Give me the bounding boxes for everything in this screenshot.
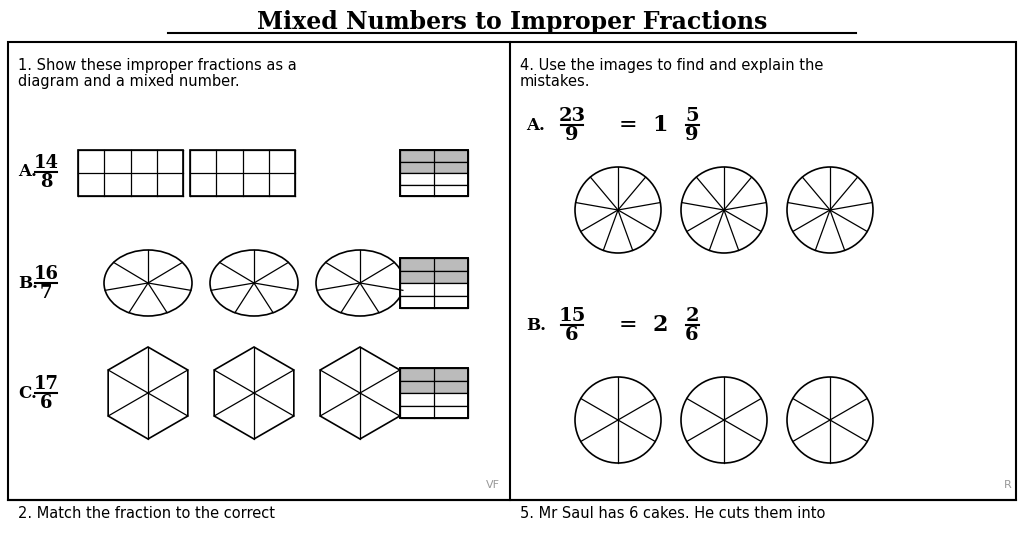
Circle shape	[787, 167, 873, 253]
Bar	[400, 150, 468, 196]
Text: 7: 7	[40, 284, 52, 302]
Ellipse shape	[210, 250, 298, 316]
Text: 2. Match the fraction to the correct: 2. Match the fraction to the correct	[18, 506, 275, 521]
Text: 4. Use the images to find and explain the: 4. Use the images to find and explain th…	[520, 58, 823, 73]
Text: 6: 6	[685, 326, 698, 344]
Bar	[400, 185, 468, 196]
Text: 1: 1	[652, 114, 668, 136]
Text: C.: C.	[18, 385, 37, 401]
Bar	[400, 162, 468, 173]
Text: 5. Mr Saul has 6 cakes. He cuts them into: 5. Mr Saul has 6 cakes. He cuts them int…	[520, 506, 825, 521]
Bar	[8, 42, 1016, 500]
Bar	[400, 271, 468, 283]
Circle shape	[575, 167, 662, 253]
Text: 6: 6	[40, 394, 52, 412]
Circle shape	[681, 167, 767, 253]
Text: =: =	[618, 114, 637, 136]
Ellipse shape	[104, 250, 193, 316]
Text: R: R	[1005, 480, 1012, 490]
Text: 9: 9	[685, 126, 698, 144]
Text: =: =	[618, 314, 637, 336]
Text: Mixed Numbers to Improper Fractions: Mixed Numbers to Improper Fractions	[257, 10, 767, 34]
Bar	[190, 150, 295, 196]
Ellipse shape	[316, 250, 404, 316]
Circle shape	[575, 377, 662, 463]
Bar	[400, 393, 468, 406]
Circle shape	[787, 377, 873, 463]
Text: 17: 17	[34, 375, 58, 393]
Text: 8: 8	[40, 173, 52, 191]
Bar	[400, 380, 468, 393]
Polygon shape	[321, 347, 399, 439]
Bar	[78, 150, 183, 196]
Text: 9: 9	[565, 126, 579, 144]
Bar	[400, 406, 468, 418]
Text: mistakes.: mistakes.	[520, 74, 591, 89]
Bar	[400, 295, 468, 308]
Text: A.: A.	[526, 117, 545, 134]
Bar	[400, 258, 468, 271]
Text: 6: 6	[565, 326, 579, 344]
Bar	[400, 368, 468, 380]
Text: 1. Show these improper fractions as a: 1. Show these improper fractions as a	[18, 58, 297, 73]
Text: 16: 16	[34, 265, 58, 283]
Text: 15: 15	[558, 307, 586, 325]
Text: 14: 14	[34, 154, 58, 172]
Bar	[400, 150, 468, 162]
Bar	[400, 258, 468, 308]
Bar	[400, 283, 468, 295]
Text: A.: A.	[18, 164, 37, 180]
Text: B.: B.	[526, 317, 546, 333]
Circle shape	[681, 377, 767, 463]
Text: B.: B.	[18, 274, 38, 292]
Bar	[400, 173, 468, 185]
Text: VF: VF	[486, 480, 500, 490]
Text: 23: 23	[558, 107, 586, 125]
Polygon shape	[109, 347, 187, 439]
Text: diagram and a mixed number.: diagram and a mixed number.	[18, 74, 240, 89]
Bar	[400, 368, 468, 418]
Polygon shape	[214, 347, 294, 439]
Text: 2: 2	[652, 314, 668, 336]
Text: 5: 5	[685, 107, 698, 125]
Text: 2: 2	[685, 307, 698, 325]
